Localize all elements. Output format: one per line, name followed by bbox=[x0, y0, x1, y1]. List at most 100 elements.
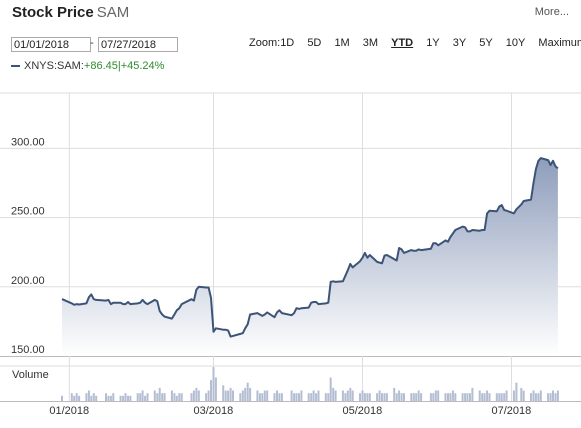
volume-bar bbox=[522, 390, 525, 401]
volume-bar bbox=[256, 390, 259, 401]
volume-bar bbox=[161, 393, 164, 401]
x-tick-label: 01/2018 bbox=[49, 405, 89, 417]
volume-bar bbox=[539, 390, 542, 401]
volume-bar bbox=[90, 395, 93, 401]
x-tick-label: 05/2018 bbox=[342, 405, 382, 417]
volume-bar bbox=[107, 395, 110, 401]
ticker-symbol: SAM bbox=[96, 4, 130, 21]
volume-bar bbox=[385, 393, 388, 401]
legend-symbol: XNYS:SAM: bbox=[24, 60, 84, 72]
volume-bar bbox=[178, 393, 181, 401]
start-date-input[interactable] bbox=[11, 37, 91, 52]
volume-bar bbox=[469, 393, 471, 401]
volume-bar bbox=[395, 393, 398, 401]
zoom-10y-button[interactable]: 10Y bbox=[505, 37, 526, 49]
volume-bar bbox=[280, 393, 283, 401]
volume-bar bbox=[500, 393, 503, 401]
volume-bar bbox=[92, 393, 95, 401]
volume-bar bbox=[478, 390, 481, 401]
zoom-5d-button[interactable]: 5D bbox=[307, 37, 322, 49]
y-axis-labels: 150.00 200.00 250.00 300.00 bbox=[11, 136, 45, 356]
y-tick-label: 150.00 bbox=[11, 344, 45, 356]
volume-bar bbox=[363, 393, 366, 401]
volume-bar bbox=[258, 393, 261, 401]
zoom-5y-button[interactable]: 5Y bbox=[479, 37, 493, 49]
volume-bar bbox=[464, 393, 467, 401]
volume-bar bbox=[327, 393, 330, 401]
volume-bar bbox=[112, 393, 115, 401]
title-text: Stock Price bbox=[12, 4, 94, 21]
legend: XNYS:SAM:+86.45|+45.24% bbox=[11, 60, 164, 72]
volume-bar bbox=[61, 395, 63, 401]
zoom-label: Zoom: bbox=[249, 37, 281, 49]
volume-bar bbox=[344, 393, 347, 401]
volume-bar bbox=[488, 393, 491, 401]
volume-bar bbox=[139, 393, 142, 401]
volume-bar bbox=[190, 393, 193, 401]
volume-bar bbox=[505, 390, 508, 401]
volume-bar bbox=[334, 390, 337, 401]
volume-bar bbox=[222, 385, 225, 401]
volume-bar bbox=[227, 390, 230, 401]
volume-bar bbox=[515, 382, 518, 401]
zoom-ytd-button[interactable]: YTD bbox=[391, 37, 414, 49]
volume-bar bbox=[298, 393, 300, 401]
volume-bar bbox=[312, 390, 315, 401]
volume-bar bbox=[70, 393, 73, 401]
volume-bar bbox=[239, 393, 242, 401]
volume-label: Volume bbox=[12, 369, 49, 381]
volume-bar bbox=[85, 393, 88, 401]
volume-bar bbox=[127, 395, 129, 401]
zoom-3m-button[interactable]: 3M bbox=[362, 37, 379, 49]
volume-bar bbox=[410, 393, 413, 401]
x-tick-label: 03/2018 bbox=[193, 405, 233, 417]
zoom-1y-button[interactable]: 1Y bbox=[426, 37, 440, 49]
volume-bar bbox=[290, 390, 293, 401]
volume-bar bbox=[78, 395, 81, 401]
volume-bar bbox=[481, 393, 484, 401]
volume-bar bbox=[547, 393, 550, 401]
volume-bar bbox=[109, 395, 112, 401]
volume-bar bbox=[403, 393, 405, 401]
volume-bar bbox=[376, 393, 379, 401]
volume-bar bbox=[241, 390, 244, 401]
volume-bar bbox=[449, 393, 452, 401]
volume-bar bbox=[214, 377, 217, 401]
volume-bar bbox=[170, 390, 173, 401]
volume-bar bbox=[119, 395, 122, 401]
more-link[interactable]: More... bbox=[534, 6, 569, 18]
y-tick-label: 200.00 bbox=[11, 275, 45, 287]
volume-bar bbox=[454, 393, 457, 401]
volume-bar bbox=[246, 382, 249, 401]
volume-bar bbox=[75, 393, 78, 401]
zoom-1d-button[interactable]: 1D bbox=[280, 37, 295, 49]
volume-bar bbox=[512, 390, 515, 401]
volume-bar bbox=[195, 387, 198, 401]
volume-bar bbox=[307, 393, 310, 401]
volume-bar bbox=[276, 390, 278, 401]
date-separator: - bbox=[90, 37, 94, 49]
volume-bar bbox=[366, 393, 369, 401]
volume-bar bbox=[315, 393, 318, 401]
volume-bar bbox=[173, 393, 176, 401]
volume-bar bbox=[417, 390, 420, 401]
volume-bar bbox=[461, 393, 464, 401]
volume-bar bbox=[261, 393, 264, 401]
volume-bar bbox=[549, 393, 552, 401]
zoom-1m-button[interactable]: 1M bbox=[334, 37, 350, 49]
page-title: Stock Price SAM bbox=[12, 4, 129, 21]
volume-bar bbox=[498, 393, 501, 401]
volume-bar bbox=[87, 390, 90, 401]
volume-bar bbox=[266, 390, 269, 401]
volume-bar bbox=[349, 387, 352, 401]
end-date-input[interactable] bbox=[98, 37, 178, 52]
volume-bar bbox=[341, 390, 344, 401]
zoom-3y-button[interactable]: 3Y bbox=[452, 37, 467, 49]
volume-bar bbox=[122, 395, 125, 401]
volume-bar bbox=[310, 393, 313, 401]
volume-bar bbox=[466, 393, 469, 401]
legend-change: +86.45|+45.24% bbox=[83, 60, 165, 72]
volume-bar bbox=[398, 390, 401, 401]
zoom-maximum-button[interactable]: Maximum bbox=[538, 37, 581, 49]
volume-bar bbox=[429, 393, 432, 401]
